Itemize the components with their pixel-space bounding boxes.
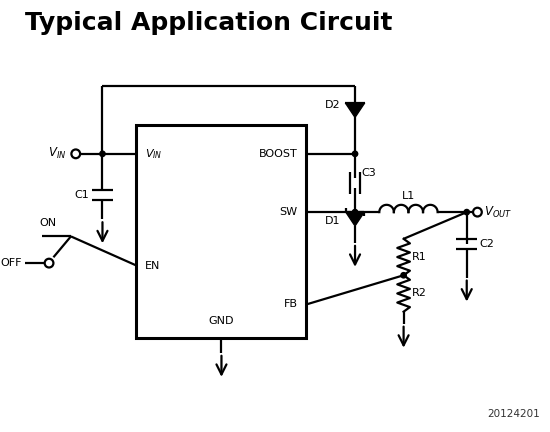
Polygon shape <box>346 212 364 226</box>
Text: GND: GND <box>208 316 234 327</box>
Text: D2: D2 <box>325 100 340 110</box>
Polygon shape <box>345 103 365 118</box>
Text: R2: R2 <box>412 289 427 299</box>
Circle shape <box>353 151 358 156</box>
Text: C3: C3 <box>362 168 377 178</box>
Text: $V_{OUT}$: $V_{OUT}$ <box>484 205 512 219</box>
Text: $V_{IN}$: $V_{IN}$ <box>48 146 66 162</box>
Text: SW: SW <box>279 207 298 217</box>
Text: Typical Application Circuit: Typical Application Circuit <box>25 10 392 35</box>
Text: $V_{IN}$: $V_{IN}$ <box>145 147 163 161</box>
Text: 20124201: 20124201 <box>487 409 540 419</box>
Circle shape <box>100 151 105 156</box>
Text: OFF: OFF <box>1 258 23 268</box>
Text: C1: C1 <box>74 190 89 200</box>
Text: R1: R1 <box>412 252 427 262</box>
Circle shape <box>464 210 469 215</box>
Text: EN: EN <box>145 260 161 270</box>
Text: BOOST: BOOST <box>259 149 298 159</box>
Text: L1: L1 <box>402 191 415 201</box>
FancyBboxPatch shape <box>136 125 306 338</box>
Circle shape <box>401 273 406 278</box>
Text: C2: C2 <box>479 239 494 249</box>
Text: ON: ON <box>40 218 57 228</box>
Text: D1: D1 <box>325 216 340 226</box>
Circle shape <box>353 210 358 215</box>
Text: FB: FB <box>284 299 298 309</box>
